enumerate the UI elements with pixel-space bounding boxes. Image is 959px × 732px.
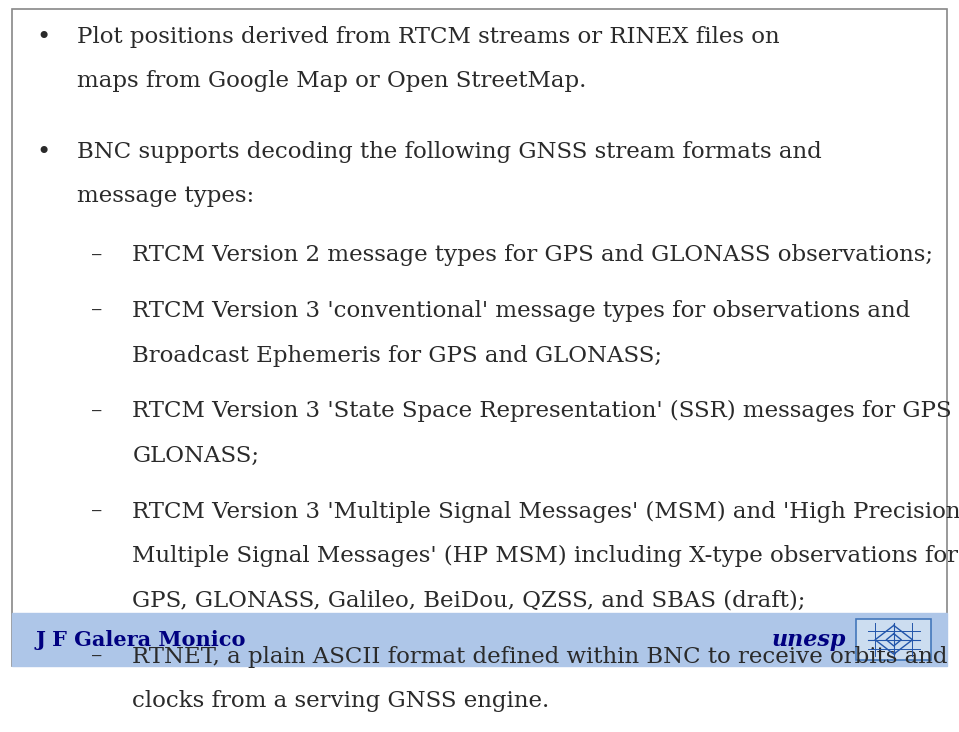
Text: message types:: message types: [77, 185, 254, 207]
Text: •: • [36, 141, 51, 163]
Text: RTCM Version 3 'Multiple Signal Messages' (MSM) and 'High Precision: RTCM Version 3 'Multiple Signal Messages… [132, 501, 959, 523]
Text: RTCM Version 3 'State Space Representation' (SSR) messages for GPS and: RTCM Version 3 'State Space Representati… [132, 400, 959, 422]
Text: –: – [91, 300, 103, 322]
Text: RTCM Version 2 message types for GPS and GLONASS observations;: RTCM Version 2 message types for GPS and… [132, 244, 933, 266]
Text: Multiple Signal Messages' (HP MSM) including X-type observations for: Multiple Signal Messages' (HP MSM) inclu… [132, 545, 958, 567]
Text: –: – [91, 244, 103, 266]
Text: •: • [36, 26, 51, 48]
FancyBboxPatch shape [12, 9, 947, 666]
Text: –: – [91, 646, 103, 668]
Text: Broadcast Ephemeris for GPS and GLONASS;: Broadcast Ephemeris for GPS and GLONASS; [132, 345, 663, 367]
Text: unesp: unesp [772, 629, 847, 651]
Text: GPS, GLONASS, Galileo, BeiDou, QZSS, and SBAS (draft);: GPS, GLONASS, Galileo, BeiDou, QZSS, and… [132, 590, 806, 612]
Text: –: – [91, 501, 103, 523]
Text: clocks from a serving GNSS engine.: clocks from a serving GNSS engine. [132, 690, 550, 712]
Bar [12, 613, 947, 666]
Text: BNC supports decoding the following GNSS stream formats and: BNC supports decoding the following GNSS… [77, 141, 822, 163]
Text: –: – [91, 400, 103, 422]
Text: GLONASS;: GLONASS; [132, 445, 260, 467]
Text: RTCM Version 3 'conventional' message types for observations and: RTCM Version 3 'conventional' message ty… [132, 300, 911, 322]
Text: maps from Google Map or Open StreetMap.: maps from Google Map or Open StreetMap. [77, 70, 586, 92]
Text: RTNET, a plain ASCII format defined within BNC to receive orbits and: RTNET, a plain ASCII format defined with… [132, 646, 947, 668]
Text: J F Galera Monico: J F Galera Monico [35, 630, 246, 650]
FancyBboxPatch shape [856, 619, 931, 660]
Text: Plot positions derived from RTCM streams or RINEX files on: Plot positions derived from RTCM streams… [77, 26, 780, 48]
